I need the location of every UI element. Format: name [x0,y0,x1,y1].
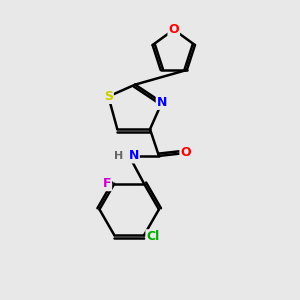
Text: N: N [128,149,139,162]
Text: S: S [104,90,113,103]
Text: O: O [180,146,191,160]
Text: H: H [114,151,123,161]
Text: O: O [169,23,179,36]
Text: F: F [103,177,111,190]
Text: Cl: Cl [146,230,160,243]
Text: N: N [157,96,167,109]
